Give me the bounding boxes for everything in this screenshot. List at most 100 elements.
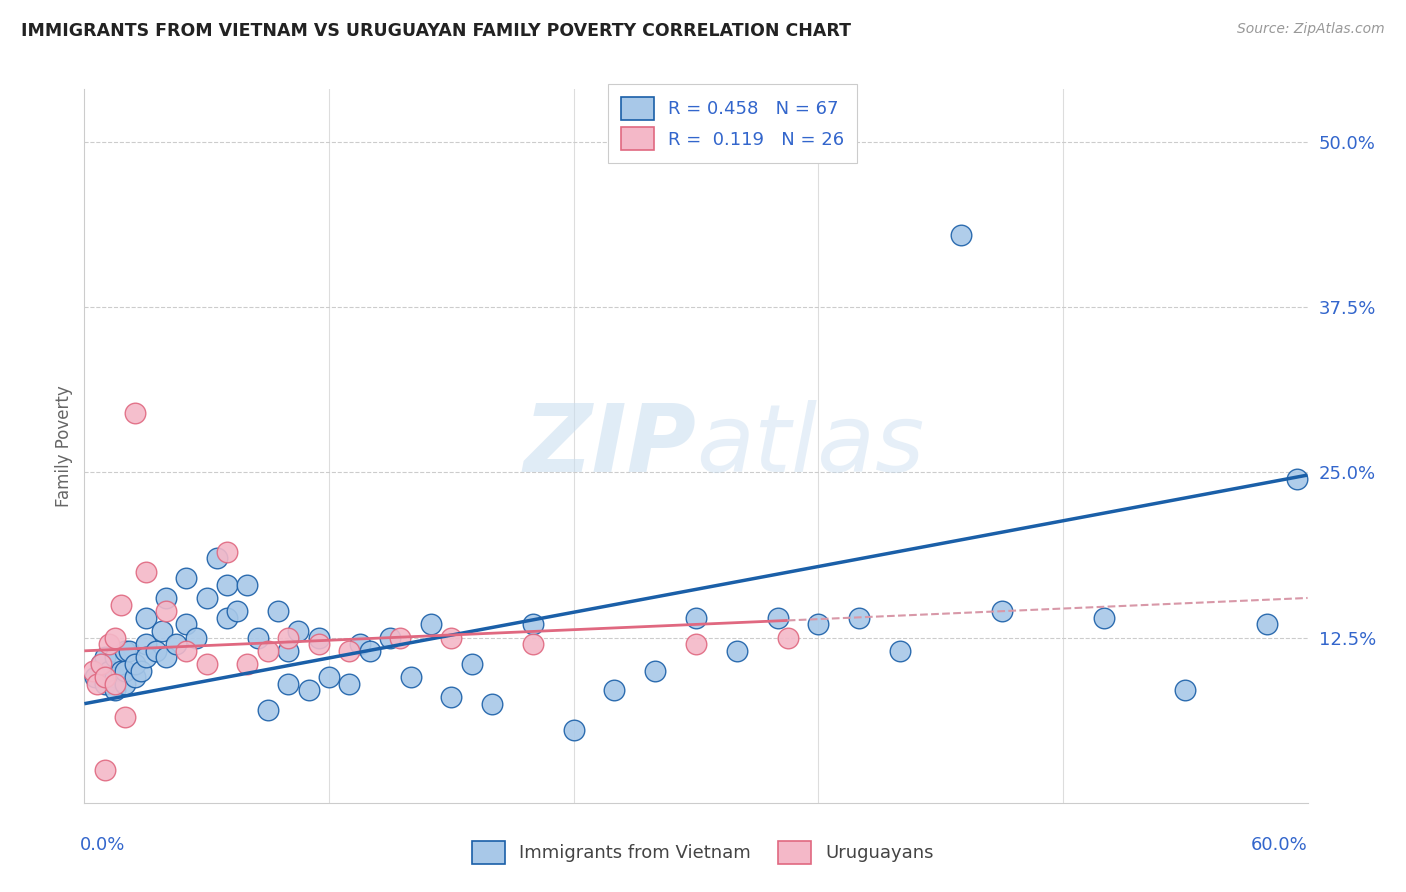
Point [257,644,280,658]
Point [420,617,443,632]
Point [226,604,249,618]
Point [766,611,789,625]
Point [135,565,157,579]
Point [267,604,290,618]
Point [277,677,299,691]
Point [298,683,321,698]
Text: atlas: atlas [696,401,924,491]
Point [114,644,136,658]
Point [277,631,299,645]
Point [124,406,146,420]
Point [246,631,269,645]
Point [217,578,239,592]
Point [195,657,218,671]
Point [1286,472,1309,486]
Point [82,664,104,678]
Point [118,644,141,658]
Point [318,670,340,684]
Point [205,551,228,566]
Text: ZIP: ZIP [523,400,696,492]
Point [97,637,120,651]
Point [277,644,299,658]
Point [90,657,112,671]
Point [86,677,108,691]
Point [685,637,707,651]
Point [104,683,127,698]
Point [174,617,197,632]
Point [110,664,132,678]
Point [93,670,115,684]
Point [124,670,146,684]
Point [131,664,153,678]
Point [685,611,707,625]
Point [155,650,177,665]
Point [104,677,127,691]
Point [991,604,1014,618]
Point [440,690,463,704]
Point [186,631,208,645]
Text: 0.0%: 0.0% [80,836,125,854]
Y-axis label: Family Poverty: Family Poverty [55,385,73,507]
Legend: Immigrants from Vietnam, Uruguayans: Immigrants from Vietnam, Uruguayans [458,826,948,879]
Point [135,650,157,665]
Point [110,598,132,612]
Point [562,723,585,738]
Point [93,650,115,665]
Point [93,763,115,777]
Point [522,637,544,651]
Point [236,578,259,592]
Point [440,631,463,645]
Point [174,644,197,658]
Point [165,637,187,651]
Point [114,710,136,724]
Point [124,657,146,671]
Point [349,637,371,651]
Point [308,631,330,645]
Point [339,677,361,691]
Point [236,657,259,671]
Point [104,650,127,665]
Point [848,611,870,625]
Point [90,657,112,671]
Point [83,670,105,684]
Point [380,631,402,645]
Point [1092,611,1115,625]
Point [145,644,167,658]
Point [308,637,330,651]
Point [155,604,177,618]
Point [287,624,309,638]
Text: IMMIGRANTS FROM VIETNAM VS URUGUAYAN FAMILY POVERTY CORRELATION CHART: IMMIGRANTS FROM VIETNAM VS URUGUAYAN FAM… [21,22,851,40]
Point [114,677,136,691]
Point [135,637,157,651]
Point [104,670,127,684]
Point [257,703,280,717]
Point [150,624,173,638]
Point [104,631,127,645]
Point [522,617,544,632]
Point [481,697,503,711]
Point [950,227,973,242]
Point [93,677,115,691]
Point [1174,683,1197,698]
Point [644,664,666,678]
Point [399,670,422,684]
Point [807,617,830,632]
Point [97,664,120,678]
Point [339,644,361,658]
Point [889,644,911,658]
Point [174,571,197,585]
Legend: R = 0.458   N = 67, R =  0.119   N = 26: R = 0.458 N = 67, R = 0.119 N = 26 [609,84,856,163]
Point [195,591,218,605]
Point [114,664,136,678]
Text: Source: ZipAtlas.com: Source: ZipAtlas.com [1237,22,1385,37]
Point [776,631,799,645]
Point [1256,617,1278,632]
Point [389,631,412,645]
Text: 60.0%: 60.0% [1251,836,1308,854]
Point [135,611,157,625]
Point [461,657,484,671]
Point [217,545,239,559]
Point [359,644,381,658]
Point [155,591,177,605]
Point [603,683,626,698]
